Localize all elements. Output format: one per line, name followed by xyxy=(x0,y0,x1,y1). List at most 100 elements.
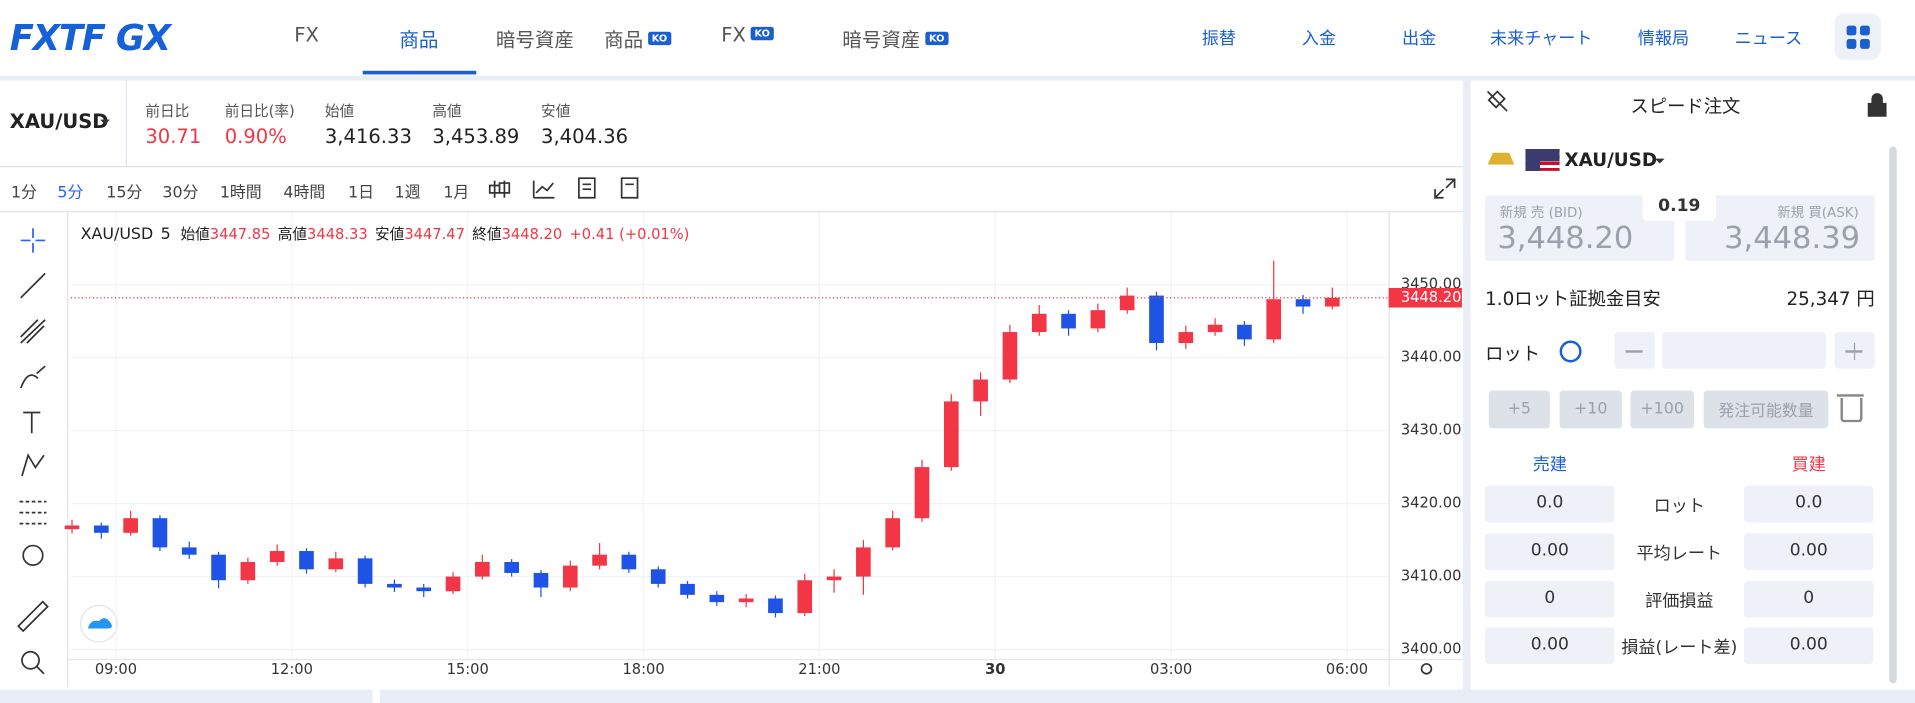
candle-body xyxy=(181,547,197,555)
candle-body xyxy=(1325,297,1340,307)
pin-icon[interactable] xyxy=(1486,90,1508,112)
minus-sign xyxy=(1625,350,1643,353)
nav-tab[interactable]: FX KO xyxy=(721,23,774,46)
bid-price: 3,448.20 xyxy=(1497,219,1634,256)
quote-label: 前日比 xyxy=(145,102,190,120)
buy-header: 買建 xyxy=(1791,455,1826,475)
candle-body xyxy=(445,576,461,592)
templates[interactable] xyxy=(578,177,596,199)
candle-body xyxy=(621,554,637,570)
interval[interactable]: 30分 xyxy=(162,184,199,203)
nav-link[interactable]: 情報局 xyxy=(1637,29,1690,49)
quick-button[interactable]: +100 xyxy=(1630,390,1694,429)
quick-button[interactable]: 発注可能数量 xyxy=(1703,390,1829,429)
margin-label: 1.0ロット証拠金目安 xyxy=(1485,288,1661,311)
buy-value: 0.00 xyxy=(1789,634,1828,655)
help-icon[interactable] xyxy=(1559,340,1582,363)
trash-icon[interactable] xyxy=(1840,397,1863,423)
nav-divider xyxy=(0,75,1915,81)
lock-icon[interactable] xyxy=(1867,93,1887,117)
compare[interactable] xyxy=(620,177,639,199)
nav-tab[interactable]: 暗号資産 xyxy=(495,28,575,52)
brush-tool[interactable] xyxy=(19,365,46,389)
x-tick-label: 06:00 xyxy=(1326,661,1368,678)
panel-symbol[interactable]: XAU/USD xyxy=(1564,148,1658,171)
lot-input[interactable] xyxy=(1662,331,1826,369)
logo-badge-icon xyxy=(87,618,112,629)
gold-icon xyxy=(1487,152,1515,165)
candle-body xyxy=(826,576,842,581)
plus-sign xyxy=(1853,342,1856,361)
last-price-box xyxy=(1388,288,1462,308)
row-label: ロット xyxy=(1653,496,1705,517)
nav-link[interactable]: 入金 xyxy=(1301,29,1337,49)
nav-link[interactable]: 未来チャート xyxy=(1490,29,1593,49)
interval[interactable]: 5分 xyxy=(57,184,84,203)
interval[interactable]: 1月 xyxy=(443,184,470,203)
nav-tab[interactable]: 商品 KO xyxy=(604,23,671,52)
ask-box[interactable] xyxy=(1685,195,1875,262)
zoom-tool[interactable] xyxy=(21,650,40,670)
icon-tool[interactable] xyxy=(22,544,44,566)
line-tool[interactable] xyxy=(20,272,46,299)
candle-body xyxy=(1002,332,1018,380)
interval[interactable]: 4時間 xyxy=(283,184,326,203)
forecast-tool[interactable] xyxy=(19,500,47,525)
quote-value: 3,416.33 xyxy=(324,124,412,148)
candle-body xyxy=(416,587,432,592)
candle-body xyxy=(211,554,226,581)
interval[interactable]: 1分 xyxy=(10,184,37,203)
indicators[interactable] xyxy=(532,180,555,199)
interval[interactable]: 1日 xyxy=(348,184,375,203)
pattern-tool[interactable] xyxy=(21,453,45,477)
quote-value: 0.90% xyxy=(224,124,287,148)
nav-tab[interactable]: 暗号資産 KO xyxy=(842,23,949,52)
candle-body xyxy=(357,558,373,584)
candle-style[interactable] xyxy=(488,180,511,198)
buy-cell xyxy=(1744,627,1874,664)
candle-body xyxy=(738,598,754,603)
y-tick-label: 3410.00 xyxy=(1401,568,1462,585)
drawing-tools xyxy=(17,90,1887,675)
legend-text: 5 xyxy=(160,225,171,245)
candle-body xyxy=(387,583,402,588)
quick-button[interactable]: +10 xyxy=(1559,390,1622,429)
quick-button[interactable]: +5 xyxy=(1488,390,1550,429)
sell-cell xyxy=(1485,580,1615,618)
x-tick-label: 18:00 xyxy=(622,661,664,678)
settings[interactable] xyxy=(1420,663,1433,675)
fib-tool[interactable] xyxy=(20,319,46,344)
candle-body xyxy=(240,561,256,581)
nav-tab[interactable]: FX xyxy=(294,23,319,47)
crosshair-tool[interactable] xyxy=(20,228,46,253)
interval[interactable]: 15分 xyxy=(106,184,143,203)
apps-button[interactable] xyxy=(1834,13,1881,60)
sell-value: 0 xyxy=(1544,588,1556,608)
interval[interactable]: 1時間 xyxy=(219,184,262,203)
sell-value: 0.00 xyxy=(1530,634,1569,655)
buy-cell xyxy=(1744,485,1874,523)
symbol-select[interactable]: XAU/USD xyxy=(9,109,109,134)
row-label: 評価損益 xyxy=(1645,591,1714,612)
trash-lid xyxy=(1836,394,1864,397)
buy-cell xyxy=(1744,533,1874,570)
candle-body xyxy=(973,379,988,402)
last-price-label: 3448.20 xyxy=(1401,289,1462,306)
candle-body xyxy=(64,525,80,530)
x-tick-label: 03:00 xyxy=(1150,661,1192,678)
ask-label: 新規 買(ASK) xyxy=(1777,205,1859,221)
nav-link[interactable]: ニュース xyxy=(1734,29,1803,49)
legend-text: XAU/USD xyxy=(80,225,154,245)
quote-label: 安値 xyxy=(541,102,571,120)
candle-body xyxy=(328,558,344,570)
candle-body xyxy=(475,561,490,577)
apps-icon xyxy=(1846,25,1857,36)
nav-link[interactable]: 出金 xyxy=(1402,29,1437,49)
nav-link[interactable]: 振替 xyxy=(1201,29,1236,49)
fullscreen[interactable] xyxy=(1434,178,1456,199)
text-tool[interactable] xyxy=(23,411,41,434)
ruler-tool[interactable] xyxy=(17,600,49,633)
nav-tab[interactable]: 商品 xyxy=(399,28,439,52)
caret xyxy=(1654,158,1665,169)
interval[interactable]: 1週 xyxy=(394,184,421,203)
